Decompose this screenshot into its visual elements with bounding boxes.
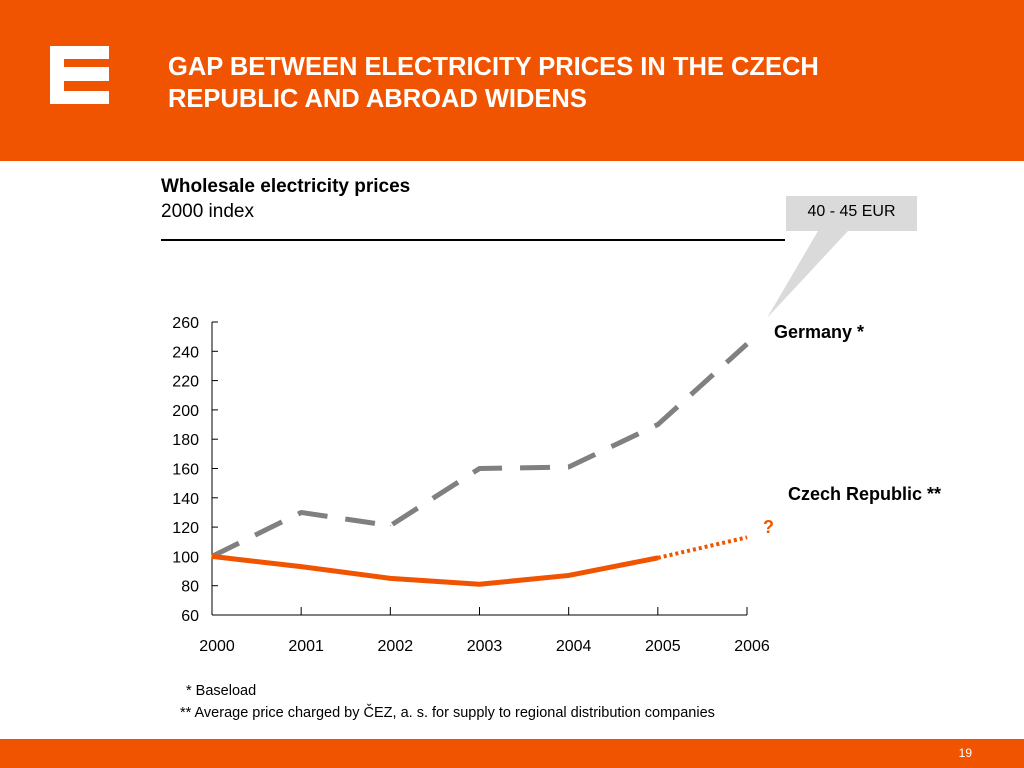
y-tick-label: 100 (172, 549, 199, 566)
data-point-czech (657, 557, 659, 559)
legend-label-czech: Czech Republic ** (788, 484, 941, 504)
data-point-germany (389, 525, 391, 527)
series-line-czech (211, 553, 659, 587)
projection-question-mark: ? (763, 517, 774, 537)
x-tick-label: 2006 (734, 638, 770, 655)
x-tick-label: 2001 (288, 638, 324, 655)
x-tick-label: 2003 (467, 638, 503, 655)
footnote-average-price: ** Average price charged by ČEZ, a. s. f… (180, 705, 715, 721)
y-tick-label: 160 (172, 462, 199, 479)
chart-heading: Wholesale electricity prices 2000 index (161, 176, 410, 223)
x-tick-label: 2000 (199, 638, 235, 655)
y-tick-label: 60 (181, 608, 199, 625)
chart-title: Wholesale electricity prices (161, 176, 411, 197)
x-tick-label: 2005 (645, 638, 681, 655)
footnote-baseload: * Baseload (186, 683, 257, 699)
data-point-czech (211, 555, 213, 557)
page-title-line1: GAP BETWEEN ELECTRICITY PRICES IN THE CZ… (168, 53, 819, 81)
price-callout: 40 - 45 EUR (786, 196, 917, 231)
x-tick-label: 2002 (378, 638, 414, 655)
data-point-germany (657, 424, 659, 426)
y-tick-label: 260 (172, 315, 199, 332)
y-tick-label: 240 (172, 344, 199, 361)
y-tick-label: 80 (181, 579, 199, 596)
heading-divider (161, 239, 785, 241)
y-tick-label: 140 (172, 491, 199, 508)
data-point-czech (389, 577, 391, 579)
data-point-germany (746, 343, 748, 345)
cez-logo-icon (50, 46, 109, 104)
y-tick-label: 220 (172, 374, 199, 391)
page-title-line2: REPUBLIC AND ABROAD WIDENS (168, 85, 587, 113)
chart-subtitle: 2000 index (161, 201, 254, 222)
callout-pointer (767, 231, 848, 318)
data-point-czech (746, 536, 748, 538)
data-point-germany (568, 466, 570, 468)
data-point-czech (568, 574, 570, 576)
header-bar: GAP BETWEEN ELECTRICITY PRICES IN THE CZ… (0, 0, 1024, 161)
y-tick-label: 120 (172, 520, 199, 537)
page-title: GAP BETWEEN ELECTRICITY PRICES IN THE CZ… (168, 51, 988, 115)
y-tick-label: 200 (172, 403, 199, 420)
data-point-germany (300, 511, 302, 513)
data-point-czech (300, 566, 302, 568)
data-point-czech (479, 583, 480, 585)
series-line-czech-projection (657, 535, 748, 560)
page-number: 19 (958, 746, 972, 760)
legend-label-germany: Germany * (774, 322, 864, 342)
series-line-germany (210, 342, 749, 559)
footer-bar: 19 (0, 739, 1024, 768)
y-tick-label: 180 (172, 432, 199, 449)
data-point-germany (479, 468, 480, 469)
x-tick-label: 2004 (556, 638, 592, 655)
data-point-germany (211, 555, 213, 557)
